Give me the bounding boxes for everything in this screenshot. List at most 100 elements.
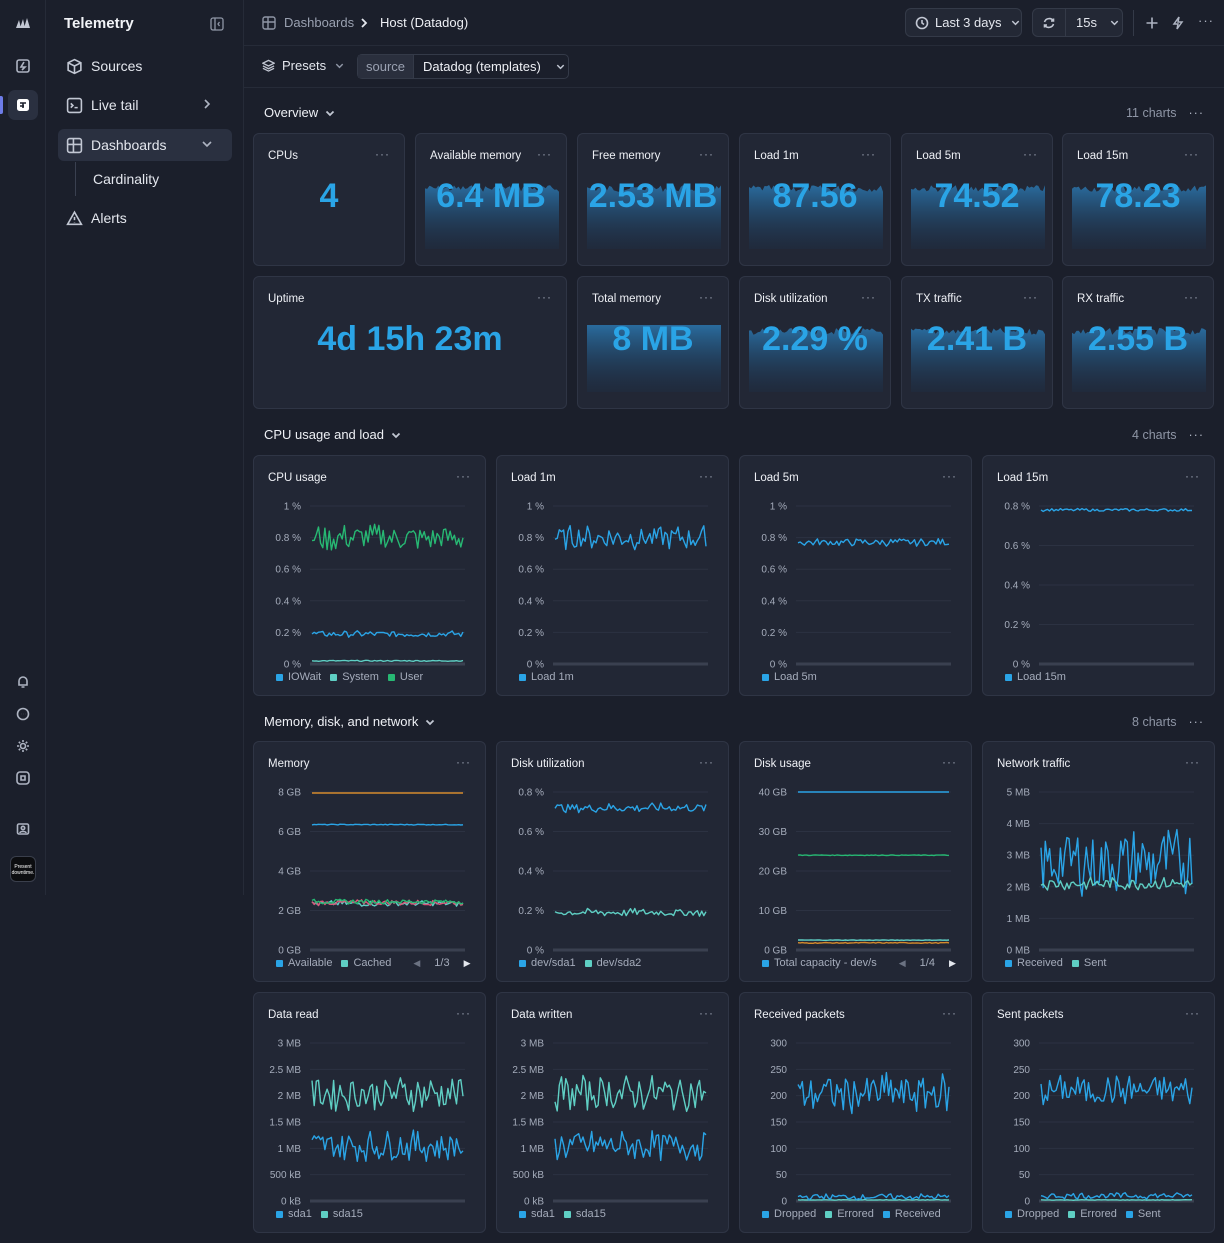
card-menu-icon[interactable]: ···	[699, 147, 714, 161]
chart-card[interactable]: Network traffic ··· 5 MB 4 MB 3 MB 2 MB 1 MB 0 …	[982, 741, 1215, 982]
chart-card[interactable]: Sent packets ··· 300 250 200 150 100 50 0 Dropped…	[982, 992, 1215, 1233]
legend-item[interactable]: Dropped	[1005, 1208, 1059, 1220]
stat-card[interactable]: Total memory ··· 8 MB	[577, 276, 729, 409]
card-menu-icon[interactable]: ···	[699, 755, 714, 769]
bell-icon[interactable]	[8, 667, 38, 697]
prev-page-icon[interactable]: ◀	[413, 957, 421, 968]
next-page-icon[interactable]: ▶	[463, 957, 471, 968]
card-menu-icon[interactable]: ···	[861, 290, 876, 304]
legend-item[interactable]: sda1	[519, 1208, 555, 1220]
more-options-icon[interactable]: ···	[1188, 715, 1204, 729]
chart-card[interactable]: Data written ··· 3 MB 2.5 MB 2 MB 1.5 MB 1 MB 5…	[496, 992, 729, 1233]
stat-card[interactable]: Available memory ··· 6.4 MB	[415, 133, 567, 266]
stat-card[interactable]: TX traffic ··· 2.41 B	[901, 276, 1053, 409]
legend-item[interactable]: sda1	[276, 1208, 312, 1220]
legend-item[interactable]: Load 5m	[762, 671, 817, 683]
legend-item[interactable]: sda15	[563, 1208, 606, 1220]
stat-card[interactable]: CPUs ··· 4	[253, 133, 405, 266]
legend-item[interactable]: System	[330, 671, 379, 683]
stat-card[interactable]: Load 5m ··· 74.52	[901, 133, 1053, 266]
organization-logo-icon[interactable]: Present downtime.	[10, 856, 36, 882]
more-options-icon[interactable]: ···	[1198, 13, 1214, 28]
plus-icon[interactable]	[1145, 16, 1159, 30]
legend-item[interactable]: Cached	[341, 957, 391, 969]
sun-icon[interactable]	[8, 731, 38, 761]
next-page-icon[interactable]: ▶	[948, 957, 956, 968]
stat-card[interactable]: Load 15m ··· 78.23	[1062, 133, 1214, 266]
chart-card[interactable]: Load 5m ··· 1 % 0.8 % 0.6 % 0.4 % 0.2 % 0 % Load…	[739, 455, 972, 696]
legend-item[interactable]: Available	[276, 957, 332, 969]
legend-item[interactable]: Total capacity - dev/s	[762, 957, 877, 969]
command-icon[interactable]	[8, 763, 38, 793]
legend-item[interactable]: User	[387, 671, 423, 683]
source-filter[interactable]: source Datadog (templates)	[357, 54, 569, 79]
legend-item[interactable]: dev/sda2	[584, 957, 641, 969]
card-menu-icon[interactable]: ···	[942, 755, 957, 769]
card-menu-icon[interactable]: ···	[1184, 147, 1199, 161]
card-menu-icon[interactable]: ···	[1184, 290, 1199, 304]
legend-item[interactable]: Load 15m	[1005, 671, 1066, 683]
card-menu-icon[interactable]: ···	[456, 469, 471, 483]
card-menu-icon[interactable]: ···	[861, 147, 876, 161]
chat-icon[interactable]	[8, 699, 38, 729]
prev-page-icon[interactable]: ◀	[898, 957, 906, 968]
sidebar-item-sources[interactable]: Sources	[58, 50, 232, 82]
chart-card[interactable]: CPU usage ··· 1 % 0.8 % 0.6 % 0.4 % 0.2 % 0 % IO…	[253, 455, 486, 696]
card-menu-icon[interactable]: ···	[699, 469, 714, 483]
refresh-button[interactable]	[1033, 9, 1066, 36]
breadcrumb-root[interactable]: Dashboards	[284, 15, 355, 30]
legend-item[interactable]: Load 1m	[519, 671, 574, 683]
sidebar-item-live-tail[interactable]: Live tail	[58, 89, 232, 121]
collapse-sidebar-icon[interactable]	[210, 17, 224, 31]
card-menu-icon[interactable]: ···	[537, 290, 552, 304]
stat-card[interactable]: Free memory ··· 2.53 MB	[577, 133, 729, 266]
legend-item[interactable]: Received	[882, 1208, 941, 1220]
legend-item[interactable]: Dropped	[762, 1208, 816, 1220]
card-menu-icon[interactable]: ···	[1023, 290, 1038, 304]
app-logo-icon[interactable]	[8, 8, 38, 38]
legend-item[interactable]: IOWait	[276, 671, 321, 683]
section-overview[interactable]: Overview	[264, 105, 336, 120]
stat-card[interactable]: RX traffic ··· 2.55 B	[1062, 276, 1214, 409]
team-icon[interactable]	[8, 814, 38, 844]
sidebar-item-cardinality[interactable]: Cardinality	[93, 171, 160, 187]
chart-card[interactable]: Memory ··· 8 GB 6 GB 4 GB 2 GB 0 GB Available Ca…	[253, 741, 486, 982]
card-menu-icon[interactable]: ···	[1023, 147, 1038, 161]
legend-item[interactable]: Sent	[1125, 1208, 1161, 1220]
bolt-icon[interactable]	[8, 51, 38, 81]
card-menu-icon[interactable]: ···	[699, 1006, 714, 1020]
chart-card[interactable]: Load 1m ··· 1 % 0.8 % 0.6 % 0.4 % 0.2 % 0 % Load…	[496, 455, 729, 696]
legend-item[interactable]: sda15	[320, 1208, 363, 1220]
bolt-icon[interactable]	[1171, 16, 1185, 30]
card-menu-icon[interactable]: ···	[1185, 469, 1200, 483]
card-menu-icon[interactable]: ···	[942, 1006, 957, 1020]
card-menu-icon[interactable]: ···	[375, 147, 390, 161]
section-cpu[interactable]: CPU usage and load	[264, 427, 402, 442]
chart-card[interactable]: Received packets ··· 300 250 200 150 100 50 0 Dro…	[739, 992, 972, 1233]
sidebar-item-alerts[interactable]: Alerts	[58, 202, 232, 234]
telemetry-icon[interactable]	[8, 90, 38, 120]
card-menu-icon[interactable]: ···	[1185, 1006, 1200, 1020]
stat-card[interactable]: Load 1m ··· 87.56	[739, 133, 891, 266]
more-options-icon[interactable]: ···	[1188, 428, 1204, 442]
time-range-picker[interactable]: Last 3 days	[905, 8, 1022, 37]
legend-item[interactable]: dev/sda1	[519, 957, 576, 969]
chart-card[interactable]: Data read ··· 3 MB 2.5 MB 2 MB 1.5 MB 1 MB 500 …	[253, 992, 486, 1233]
sidebar-item-dashboards[interactable]: Dashboards	[58, 129, 232, 161]
refresh-control[interactable]: 15s	[1032, 8, 1123, 37]
stat-card[interactable]: Uptime ··· 4d 15h 23m	[253, 276, 567, 409]
presets-button[interactable]: Presets	[262, 58, 345, 73]
legend-item[interactable]: Sent	[1071, 957, 1107, 969]
legend-item[interactable]: Errored	[825, 1208, 874, 1220]
card-menu-icon[interactable]: ···	[699, 290, 714, 304]
card-menu-icon[interactable]: ···	[537, 147, 552, 161]
chart-card[interactable]: Load 15m ··· 0.8 % 0.6 % 0.4 % 0.2 % 0 % Load 1…	[982, 455, 1215, 696]
card-menu-icon[interactable]: ···	[942, 469, 957, 483]
legend-item[interactable]: Received	[1005, 957, 1063, 969]
chart-card[interactable]: Disk usage ··· 40 GB 30 GB 20 GB 10 GB 0 GB Tot…	[739, 741, 972, 982]
card-menu-icon[interactable]: ···	[456, 1006, 471, 1020]
chart-card[interactable]: Disk utilization ··· 0.8 % 0.6 % 0.4 % 0.2 % 0…	[496, 741, 729, 982]
legend-item[interactable]: Errored	[1068, 1208, 1117, 1220]
more-options-icon[interactable]: ···	[1188, 106, 1204, 120]
card-menu-icon[interactable]: ···	[1185, 755, 1200, 769]
